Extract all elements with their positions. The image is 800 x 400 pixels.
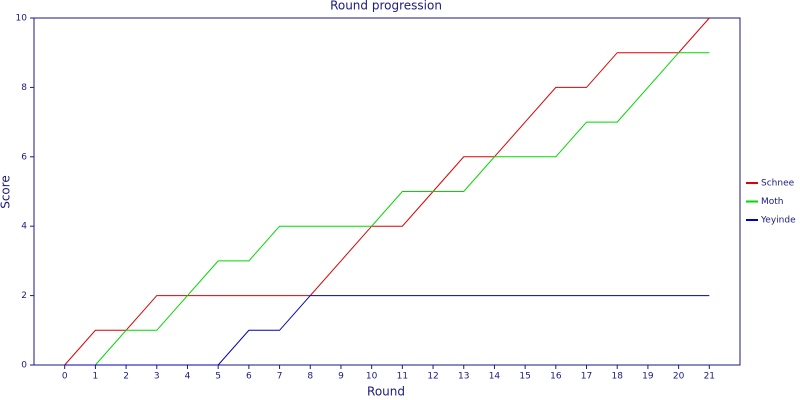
x-tick-label: 15 [519,372,530,382]
y-tick-label: 4 [21,222,27,232]
legend-label: Yeyinde [760,216,796,226]
x-tick-label: 4 [185,372,191,382]
chart-title: Round progression [330,0,442,13]
y-tick-label: 8 [21,83,27,93]
x-tick-label: 5 [215,372,221,382]
x-tick-label: 9 [338,372,344,382]
x-tick-label: 8 [307,372,313,382]
x-tick-label: 3 [154,372,160,382]
y-tick-label: 2 [21,291,27,301]
x-tick-label: 2 [123,372,129,382]
x-tick-label: 1 [93,372,99,382]
x-tick-label: 13 [458,372,469,382]
x-tick-label: 12 [427,372,438,382]
x-tick-label: 16 [550,372,562,382]
legend-label: Moth [761,197,784,207]
x-tick-label: 18 [611,372,623,382]
x-tick-label: 19 [642,372,654,382]
y-tick-label: 6 [21,152,27,162]
x-tick-label: 17 [581,372,592,382]
x-tick-label: 0 [62,372,68,382]
x-tick-label: 10 [366,372,378,382]
y-tick-label: 0 [21,361,27,371]
x-tick-label: 14 [489,372,501,382]
legend-label: Schnee [761,179,795,189]
series-line [64,295,710,366]
series-line [64,52,710,366]
y-tick-label: 10 [16,14,28,24]
series-line [64,17,710,366]
x-tick-label: 21 [704,372,715,382]
x-tick-label: 20 [673,372,685,382]
y-axis-label: Score [0,175,13,209]
x-tick-label: 7 [277,372,283,382]
x-tick-label: 6 [246,372,252,382]
plot-frame [33,17,741,366]
x-axis-label: Round [367,385,405,399]
x-tick-label: 11 [397,372,408,382]
